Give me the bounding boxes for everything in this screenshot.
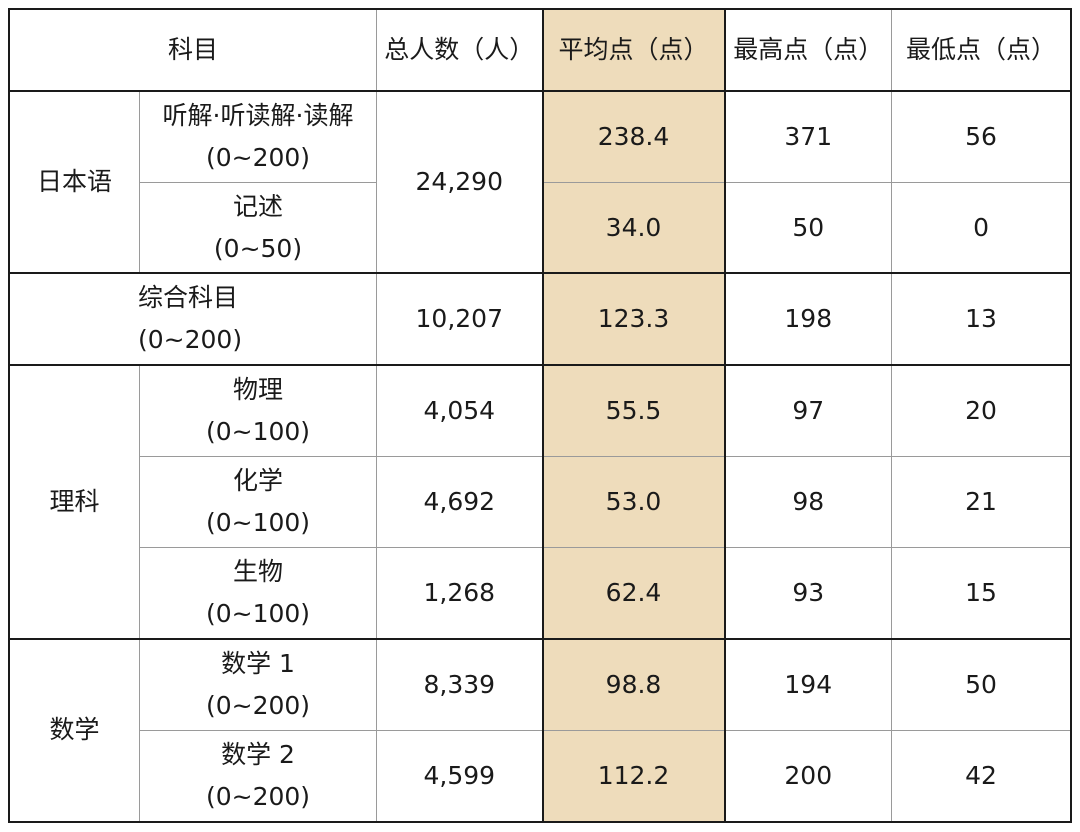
subject-name: 物理 [233, 374, 284, 404]
table-row: 记述 (0~50) 34.0 50 0 [10, 181, 1072, 274]
examinees-cell: 4,054 [376, 363, 544, 457]
table-row: 数学 2 (0~200) 4,599 112.2 200 42 [10, 729, 1072, 823]
group-label-science: 理科 [9, 363, 140, 640]
highest-cell: 97 [724, 363, 893, 457]
subject-cell: 化学 (0~100) [138, 455, 378, 548]
examinees-cell: 4,692 [376, 455, 544, 548]
table-row: 化学 (0~100) 4,692 53.0 98 21 [10, 455, 1072, 548]
header-examinees: 总人数（人） [376, 8, 544, 92]
examinees-cell: 8,339 [376, 637, 544, 731]
header-average: 平均点（点） [541, 8, 726, 92]
subject-cell: 生物 (0~100) [138, 546, 378, 640]
header-highest: 最高点（点） [724, 8, 893, 92]
score-range: (0~200) [205, 142, 311, 172]
subject-name: 综合科目 [138, 283, 239, 313]
average-cell: 238.4 [541, 90, 726, 183]
average-cell: 55.5 [541, 363, 726, 457]
header-subject: 科目 [8, 8, 378, 92]
subject-cell: 听解·听读解·读解 (0~200) [138, 90, 378, 183]
subject-cell: 综合科目 (0~200) [8, 272, 378, 366]
table-row: 数学 数学 1 (0~200) 8,339 98.8 194 50 [9, 637, 1072, 822]
subject-name: 数学 1 [221, 648, 295, 678]
average-cell: 62.4 [541, 546, 726, 640]
examinees-cell: 1,268 [376, 546, 544, 640]
table-row: 综合科目 (0~200) 10,207 123.3 198 13 [8, 272, 1072, 366]
subject-cell: 数学 2 (0~200) [138, 729, 378, 823]
lowest-cell: 15 [891, 546, 1072, 640]
subject-name: 记述 [233, 191, 284, 221]
score-range: (0~50) [213, 233, 303, 263]
highest-cell: 50 [724, 181, 893, 274]
subject-name: 生物 [233, 556, 284, 586]
average-cell: 34.0 [541, 181, 726, 274]
header-row: 科目 总人数（人） 平均点（点） 最高点（点） 最低点（点） [8, 8, 1072, 92]
examinees-cell: 10,207 [376, 272, 544, 366]
lowest-cell: 50 [891, 637, 1072, 731]
highest-cell: 93 [724, 546, 893, 640]
highest-cell: 194 [724, 637, 893, 731]
score-range: (0~100) [205, 507, 311, 537]
average-cell: 53.0 [541, 455, 726, 548]
subject-name: 数学 2 [221, 739, 295, 769]
score-range: (0~200) [205, 781, 311, 811]
highest-cell: 200 [724, 729, 893, 823]
group-label-japanese: 日本语 [9, 90, 140, 274]
average-cell: 123.3 [541, 272, 726, 366]
subject-cell: 数学 1 (0~200) [138, 637, 378, 731]
table-row: 日本语 听解·听读解·读解 (0~200) 24,290 238.4 371 5… [9, 90, 1072, 274]
lowest-cell: 42 [891, 729, 1072, 823]
examinees-cell: 24,290 [376, 90, 544, 274]
highest-cell: 198 [724, 272, 893, 366]
table-row: 生物 (0~100) 1,268 62.4 93 15 [10, 546, 1072, 640]
group-label-math: 数学 [9, 637, 140, 822]
highest-cell: 371 [724, 90, 893, 183]
header-lowest: 最低点（点） [891, 8, 1072, 92]
lowest-cell: 0 [891, 181, 1072, 274]
table-row: 理科 物理 (0~100) 4,054 55.5 97 20 [9, 363, 1072, 640]
exam-score-table: 科目 总人数（人） 平均点（点） 最高点（点） 最低点（点） 日本语 听解·听读… [7, 8, 1073, 823]
lowest-cell: 21 [891, 455, 1072, 548]
average-cell: 112.2 [541, 729, 726, 823]
subject-cell: 物理 (0~100) [138, 363, 378, 457]
subject-name: 化学 [233, 465, 284, 495]
highest-cell: 98 [724, 455, 893, 548]
score-range: (0~200) [138, 325, 243, 355]
subject-name: 听解·听读解·读解 [162, 100, 354, 130]
score-range: (0~100) [205, 416, 311, 446]
score-range: (0~100) [205, 598, 311, 628]
examinees-cell: 4,599 [376, 729, 544, 823]
score-range: (0~200) [205, 690, 311, 720]
lowest-cell: 56 [891, 90, 1072, 183]
lowest-cell: 13 [891, 272, 1072, 366]
subject-cell: 记述 (0~50) [138, 181, 378, 274]
lowest-cell: 20 [891, 363, 1072, 457]
average-cell: 98.8 [541, 637, 726, 731]
